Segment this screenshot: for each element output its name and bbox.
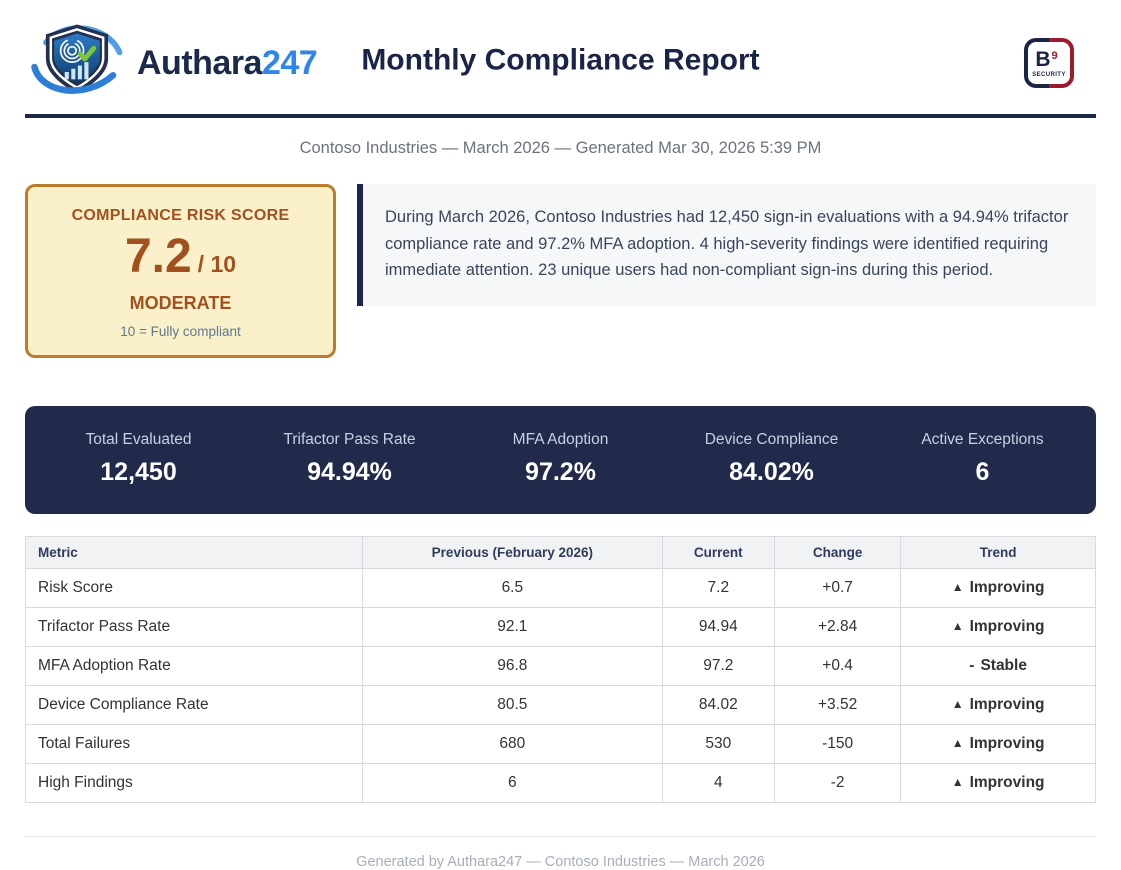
change-value-cell: +2.84 [773, 607, 902, 647]
report-subtitle: Contoso Industries — March 2026 — Genera… [299, 139, 822, 157]
shield-fingerprint-logo-icon [31, 24, 123, 94]
current-value-cell: 7.2 [661, 568, 775, 608]
stat-label: Device Compliance [704, 431, 839, 448]
previous-value-cell: 96.8 [362, 646, 663, 686]
trend-up-triangle-icon: ▲ [951, 580, 964, 594]
table-head: Metric Previous (February 2026) Current … [24, 536, 1096, 569]
trend-up-triangle-icon: ▲ [951, 736, 964, 750]
stat-value: 94.94% [307, 458, 392, 486]
table-row: Risk Score 6.5 7.2 +0.7 ▲ Improving [24, 568, 1096, 608]
trend-label: Improving [969, 579, 1045, 596]
stat-label: MFA Adoption [512, 431, 609, 448]
risk-score-value: 7.2 [124, 230, 192, 283]
kpi-stats-bar: Total Evaluated 12,450 Trifactor Pass Ra… [25, 406, 1096, 514]
current-value-cell: 84.02 [661, 685, 775, 725]
stat-value: 12,450 [100, 458, 177, 486]
stat-total-evaluated: Total Evaluated 12,450 [33, 431, 244, 487]
brand-name: Authara [137, 43, 262, 82]
risk-card-title: COMPLIANCE RISK SCORE [71, 207, 290, 224]
risk-score-denominator: / 10 [197, 251, 237, 277]
trend-cell: ▲ Improving [900, 685, 1096, 725]
table-row: Device Compliance Rate 80.5 84.02 +3.52 ▲ Imp… [24, 685, 1096, 725]
trend-cell: ▲ Improving [900, 607, 1096, 647]
stat-value: 97.2% [525, 458, 596, 486]
b9-superscript: 9 [1051, 49, 1058, 62]
metric-name-cell: High Findings [24, 763, 364, 803]
column-header-current: Current [661, 536, 775, 569]
stat-label: Active Exceptions [921, 431, 1044, 448]
stat-value: 6 [975, 458, 990, 486]
b9-letter: B9 [1035, 47, 1058, 71]
previous-value-cell: 6.5 [362, 568, 663, 608]
trend-up-triangle-icon: ▲ [951, 775, 964, 789]
table-body: Risk Score 6.5 7.2 +0.7 ▲ Improving Trifactor … [24, 568, 1096, 803]
compliance-risk-score-card: COMPLIANCE RISK SCORE 7.2/ 10 MODERATE 1… [25, 184, 336, 358]
column-header-trend: Trend [900, 536, 1096, 569]
change-value-cell: -2 [773, 763, 902, 803]
risk-score-row: 7.2/ 10 [38, 233, 323, 281]
change-value-cell: +0.4 [773, 646, 902, 686]
trend-cell: ▲ Improving [900, 724, 1096, 764]
table-row: Total Failures 680 530 -150 ▲ Improving [24, 724, 1096, 764]
trend-cell: ▲ Improving [900, 568, 1096, 608]
previous-value-cell: 92.1 [362, 607, 663, 647]
trend-up-triangle-icon: ▲ [951, 619, 964, 633]
report-footer: Generated by Authara247 — Contoso Indust… [25, 836, 1096, 870]
stat-device-compliance: Device Compliance 84.02% [666, 431, 877, 487]
trend-label: Improving [969, 774, 1045, 791]
table-row: Trifactor Pass Rate 92.1 94.94 +2.84 ▲ Improv… [24, 607, 1096, 647]
trend-stable-dash-icon: - [969, 657, 975, 674]
previous-value-cell: 680 [362, 724, 663, 764]
metric-name-cell: Trifactor Pass Rate [24, 607, 364, 647]
b9-security-logo-inner: B9 SECURITY [1028, 42, 1070, 84]
column-header-change: Change [773, 536, 902, 569]
table-row: High Findings 6 4 -2 ▲ Improving [24, 763, 1096, 803]
b9-security-label: SECURITY [1032, 71, 1066, 78]
b9-security-logo: B9 SECURITY [1024, 38, 1074, 88]
brand-suffix: 247 [261, 43, 318, 82]
risk-level-label: MODERATE [129, 293, 232, 313]
metric-name-cell: Device Compliance Rate [24, 685, 364, 725]
trend-up-triangle-icon: ▲ [951, 697, 964, 711]
metrics-comparison-table: Metric Previous (February 2026) Current … [24, 536, 1096, 803]
previous-value-cell: 80.5 [362, 685, 663, 725]
page-title: Monthly Compliance Report [361, 43, 760, 77]
stat-trifactor-pass-rate: Trifactor Pass Rate 94.94% [244, 431, 455, 487]
report-header: Authara247 Monthly Compliance Report B9 … [25, 16, 1096, 110]
brand-wordmark: Authara247 [137, 43, 318, 83]
change-value-cell: +0.7 [773, 568, 902, 608]
current-value-cell: 4 [661, 763, 775, 803]
risk-scale-note: 10 = Fully compliant [120, 324, 241, 339]
brand-logo-group: Authara247 [25, 18, 318, 108]
current-value-cell: 97.2 [661, 646, 775, 686]
stat-mfa-adoption: MFA Adoption 97.2% [455, 431, 666, 487]
trend-label: Improving [969, 618, 1045, 635]
previous-value-cell: 6 [362, 763, 663, 803]
metric-name-cell: MFA Adoption Rate [24, 646, 364, 686]
trend-label: Improving [969, 735, 1045, 752]
stat-label: Total Evaluated [85, 431, 192, 448]
trend-label: Stable [980, 657, 1027, 674]
column-header-metric: Metric [24, 536, 364, 569]
column-header-previous: Previous (February 2026) [362, 536, 663, 569]
stat-label: Trifactor Pass Rate [283, 431, 416, 448]
header-divider [25, 114, 1096, 118]
trend-cell: - Stable [900, 646, 1096, 686]
metric-name-cell: Risk Score [24, 568, 364, 608]
trend-cell: ▲ Improving [900, 763, 1096, 803]
stat-value: 84.02% [729, 458, 814, 486]
table-row: MFA Adoption Rate 96.8 97.2 +0.4- Stable [24, 646, 1096, 686]
trend-label: Improving [969, 696, 1045, 713]
top-section: COMPLIANCE RISK SCORE 7.2/ 10 MODERATE 1… [25, 184, 1096, 358]
stat-active-exceptions: Active Exceptions 6 [877, 431, 1088, 487]
table-header-row: Metric Previous (February 2026) Current … [24, 536, 1096, 569]
executive-summary: During March 2026, Contoso Industries ha… [357, 184, 1096, 307]
change-value-cell: -150 [773, 724, 902, 764]
current-value-cell: 94.94 [661, 607, 775, 647]
change-value-cell: +3.52 [773, 685, 902, 725]
current-value-cell: 530 [661, 724, 775, 764]
metric-name-cell: Total Failures [24, 724, 364, 764]
